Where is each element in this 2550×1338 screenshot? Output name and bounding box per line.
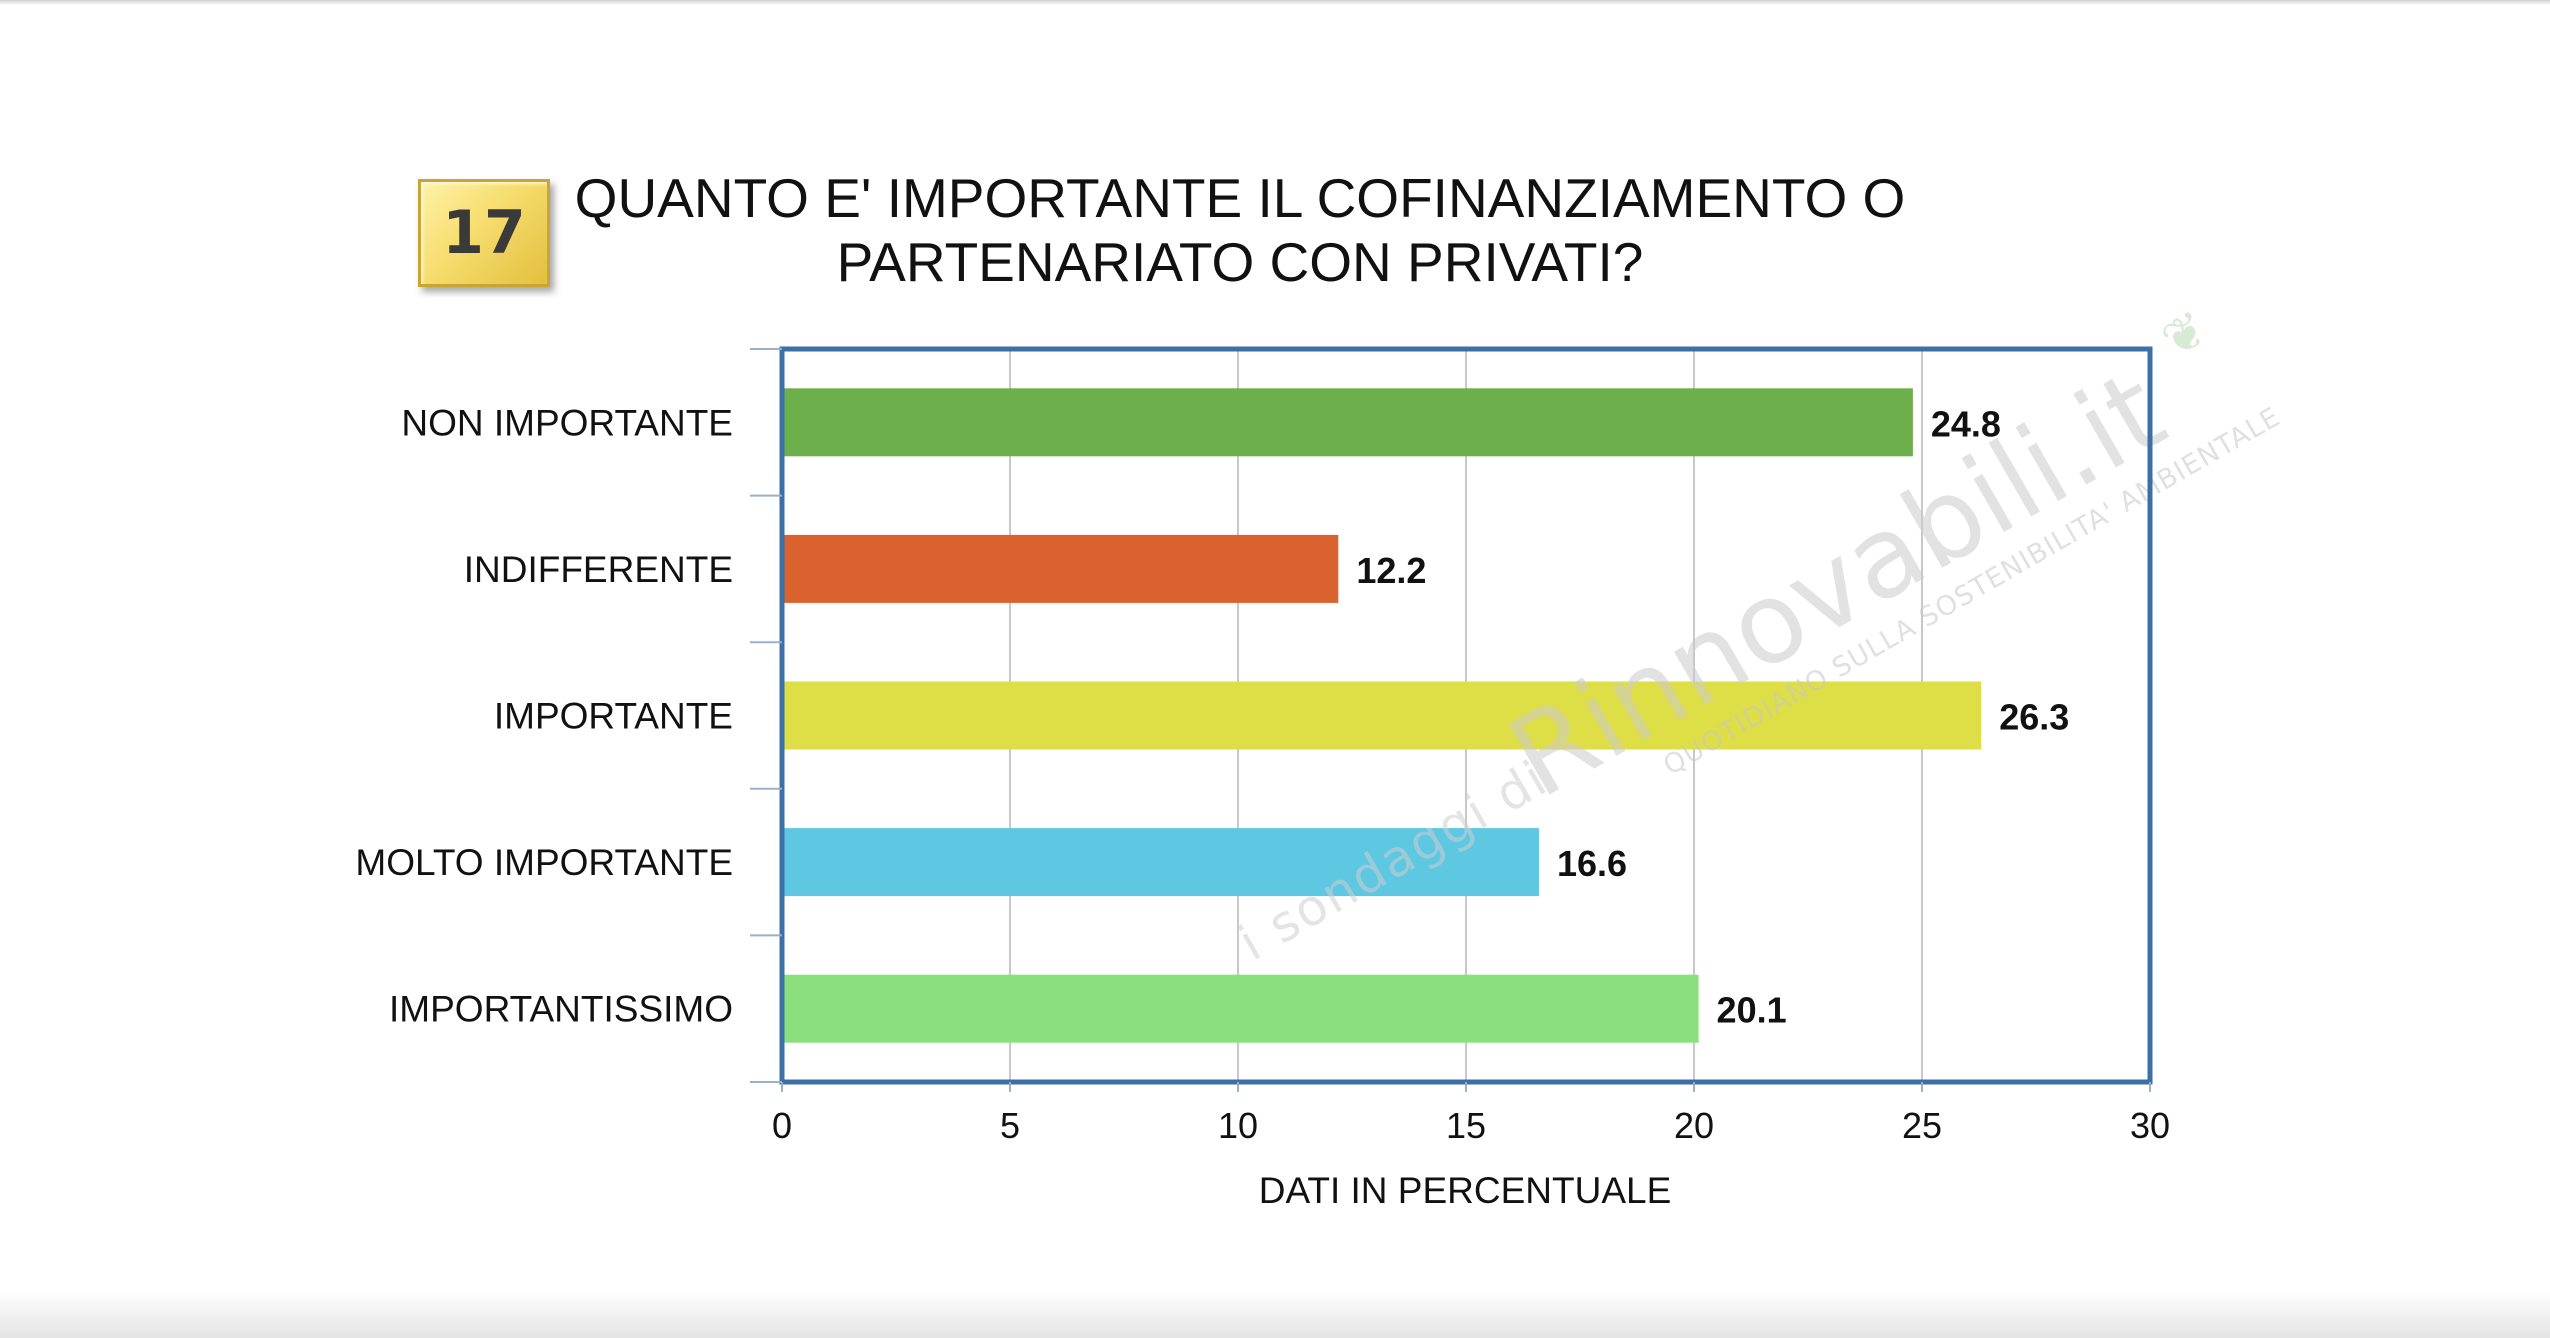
bar (784, 681, 1982, 750)
x-tick-label: 10 (1218, 1105, 1258, 1146)
x-axis-title: DATI IN PERCENTUALE (1259, 1170, 1672, 1211)
value-label: 20.1 (1717, 990, 1787, 1031)
x-tick-label: 5 (1000, 1105, 1020, 1146)
category-label: IMPORTANTISSIMO (389, 989, 733, 1030)
x-tick-label: 15 (1446, 1105, 1486, 1146)
value-label: 12.2 (1356, 550, 1426, 591)
chart-title: QUANTO E' IMPORTANTE IL COFINANZIAMENTO … (574, 167, 1906, 293)
value-label: 26.3 (1999, 697, 2069, 738)
leaf-icon: ❦ (2152, 299, 2217, 370)
x-tick-label: 30 (2130, 1105, 2170, 1146)
category-label: IMPORTANTE (494, 696, 733, 737)
bars (784, 388, 1982, 1043)
bar (784, 388, 1913, 457)
value-label: 24.8 (1931, 403, 2001, 444)
value-label: 16.6 (1557, 843, 1627, 884)
bar (784, 828, 1539, 897)
category-label: MOLTO IMPORTANTE (355, 842, 733, 883)
question-number-badge: 17 (418, 179, 550, 287)
x-tick-label: 20 (1674, 1105, 1714, 1146)
bar (784, 534, 1339, 603)
x-tick-label: 0 (772, 1105, 792, 1146)
axes: 0 5 10 15 20 25 30 NON IMPORTANTE 24.8 INDIFFEREN… (355, 348, 2170, 1146)
bar (784, 974, 1699, 1043)
top-edge-shadow (0, 0, 2550, 5)
category-label: NON IMPORTANTE (401, 402, 733, 443)
x-tick-label: 25 (1902, 1105, 1942, 1146)
category-label: INDIFFERENTE (464, 549, 733, 590)
bottom-edge-shadow (0, 1290, 2550, 1338)
